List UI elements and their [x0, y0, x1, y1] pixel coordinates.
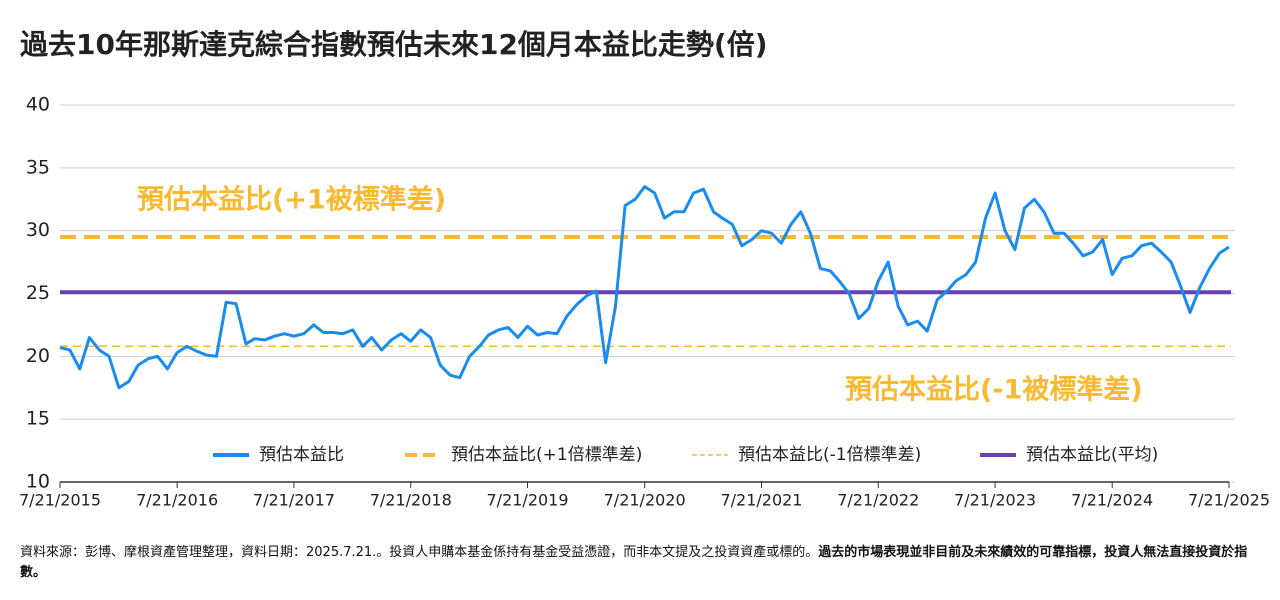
legend-label: 預估本益比(+1倍標準差)	[451, 445, 642, 465]
x-tick-label: 7/21/2021	[720, 491, 802, 510]
annotation: 預估本益比(-1被標準差)	[845, 374, 1143, 406]
legend-label: 預估本益比	[259, 445, 344, 465]
x-tick-label: 7/21/2025	[1188, 491, 1270, 510]
x-tick-label: 7/21/2019	[487, 491, 569, 510]
chart: 過去10年那斯達克綜合指數預估未來12個月本益比走勢(倍) 10 15 20 25 30…	[19, 28, 1270, 510]
y-tick-label: 20	[26, 345, 50, 367]
x-tick-label: 7/21/2023	[954, 491, 1036, 510]
x-tick-label: 7/21/2020	[604, 491, 686, 510]
x-tick-label: 7/21/2017	[253, 491, 335, 510]
legend-label: 預估本益比(-1倍標準差)	[738, 445, 921, 465]
y-tick-label: 10	[26, 471, 50, 493]
series-line	[59, 185, 1230, 390]
x-tick-label: 7/21/2016	[136, 491, 218, 510]
y-tick-label: 25	[26, 282, 50, 304]
x-tick-label: 7/21/2018	[370, 491, 452, 510]
footnote-text: 資料來源：彭博、摩根資產管理整理，資料日期：2025.7.21.。投資人申購本基…	[20, 545, 819, 560]
chart-title: 過去10年那斯達克綜合指數預估未來12個月本益比走勢(倍)	[20, 28, 768, 61]
x-tick-label: 7/21/2022	[837, 491, 919, 510]
y-tick-label: 35	[26, 156, 50, 178]
annotation: 預估本益比(+1被標準差)	[137, 184, 446, 216]
y-tick-label: 15	[26, 408, 50, 430]
x-tick-label: 7/21/2015	[19, 491, 101, 510]
y-tick-label: 30	[26, 219, 50, 241]
x-tick-label: 7/21/2024	[1071, 491, 1153, 510]
legend-label: 預估本益比(平均)	[1026, 445, 1158, 465]
footnote-bold: 過去的市場表現並非目前及未來績效的可靠指標，投資人無法直接投資於指數。	[20, 545, 1248, 580]
y-tick-label: 40	[26, 94, 50, 116]
footnote: 資料來源：彭博、摩根資產管理整理，資料日期：2025.7.21.。投資人申購本基…	[20, 543, 1260, 583]
